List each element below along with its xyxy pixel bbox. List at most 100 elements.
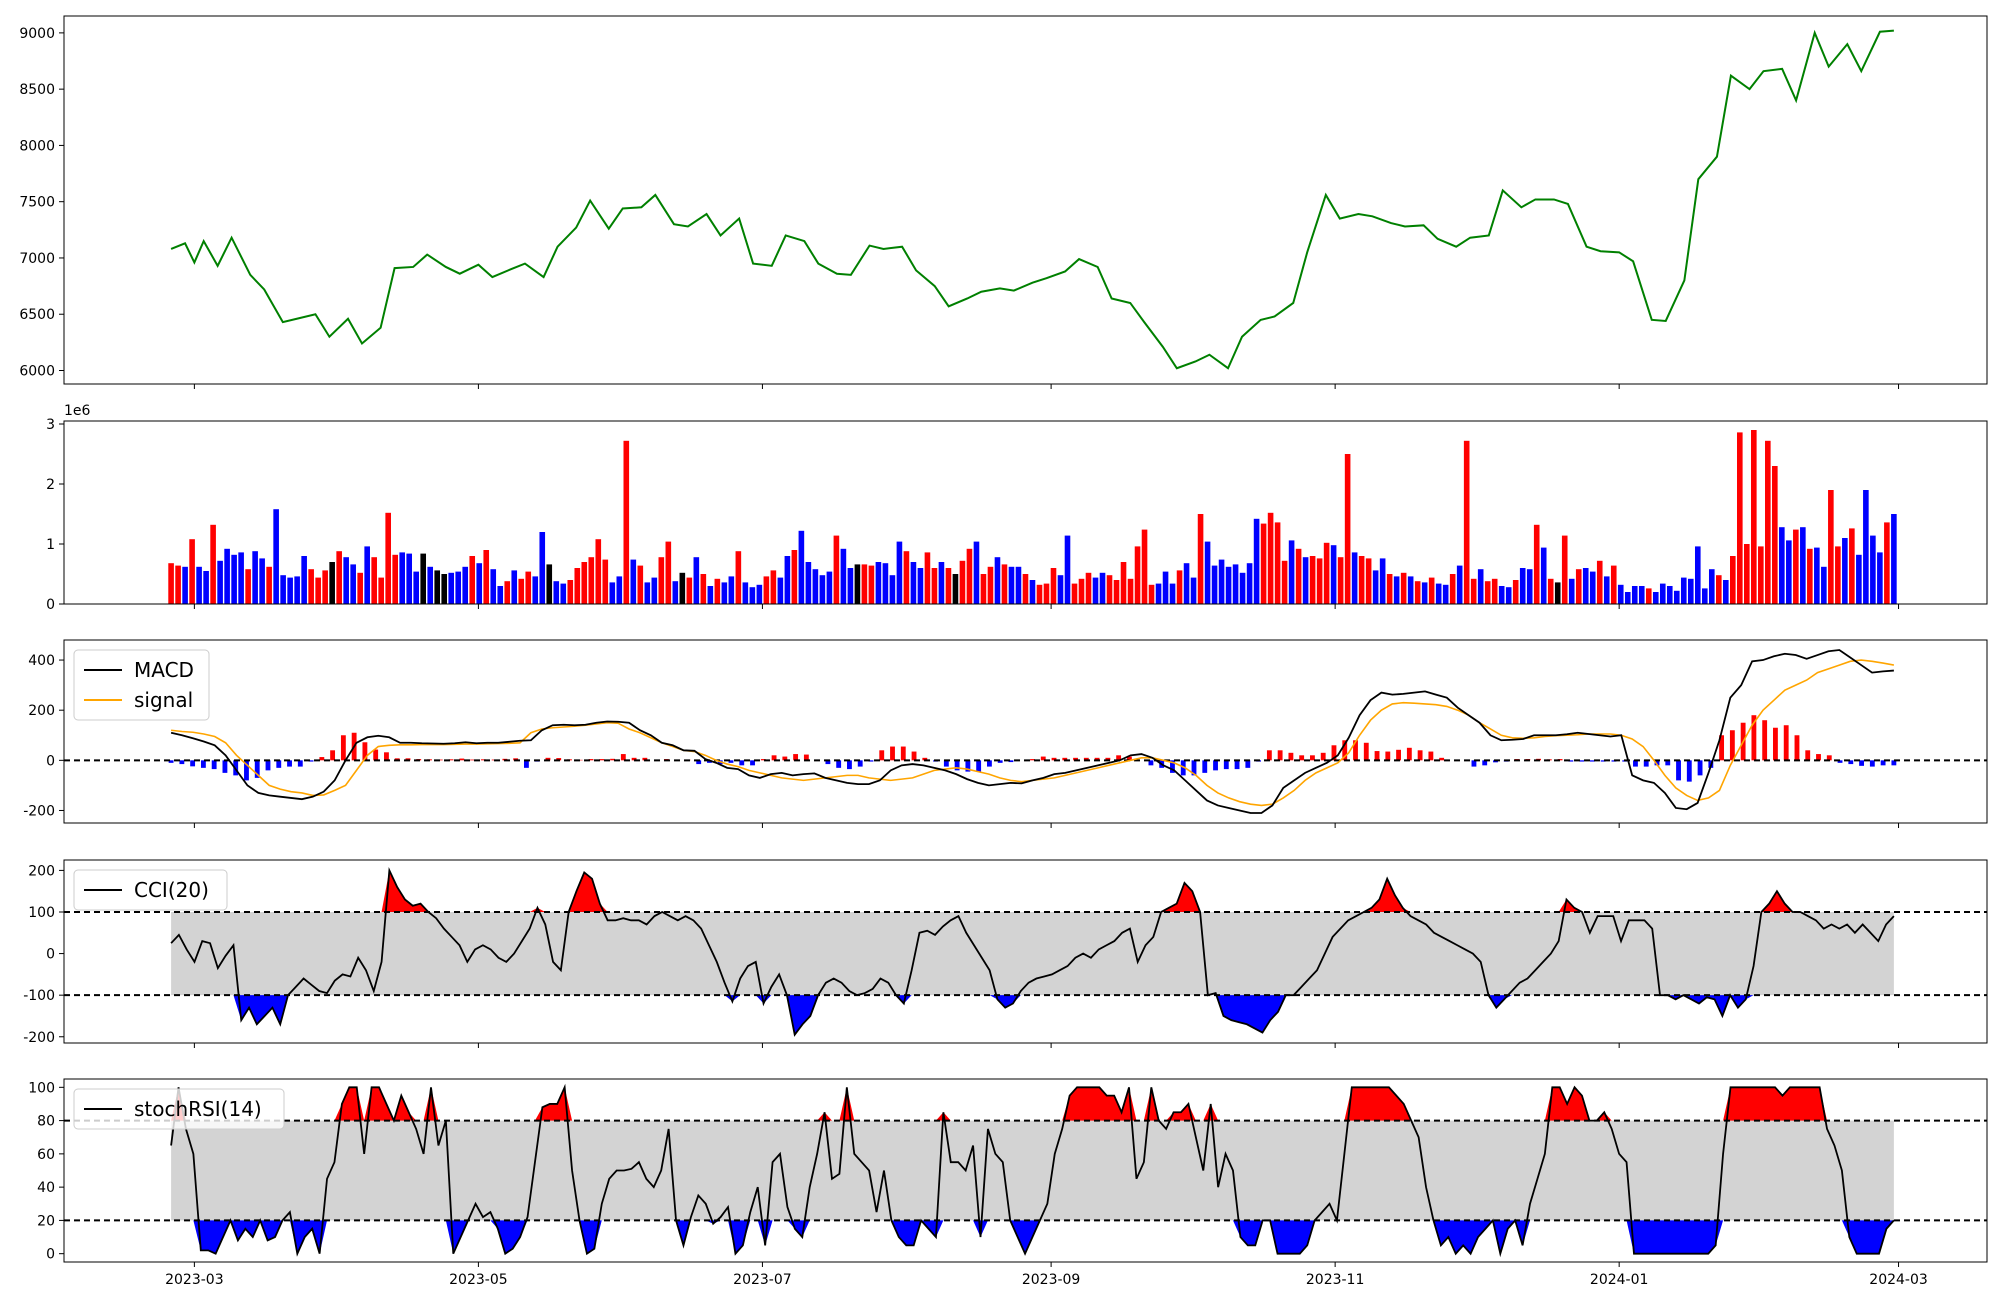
macd-histogram-bar bbox=[297, 760, 303, 767]
volume-bar bbox=[1246, 563, 1253, 604]
macd-ytick-label: 400 bbox=[28, 653, 55, 669]
cci-line bbox=[170, 866, 1895, 1037]
macd-histogram-bar bbox=[190, 760, 196, 767]
volume-bar bbox=[889, 575, 896, 604]
volume-frame bbox=[63, 420, 1988, 605]
macd-histogram-bar bbox=[308, 760, 314, 762]
macd-histogram-bar bbox=[1073, 757, 1078, 761]
volume-bar bbox=[1176, 570, 1183, 604]
volume-bar bbox=[1533, 524, 1540, 604]
macd-histogram-bar bbox=[1363, 742, 1369, 761]
macd-histogram-bar bbox=[1191, 760, 1197, 776]
volume-bar bbox=[973, 541, 980, 604]
volume-bar bbox=[1162, 571, 1169, 604]
macd-histogram-bar bbox=[739, 760, 745, 766]
volume-bar bbox=[1414, 581, 1421, 604]
macd-histogram-bar bbox=[1320, 752, 1326, 761]
macd-histogram-bar bbox=[1288, 752, 1294, 761]
volume-bar bbox=[1309, 556, 1316, 604]
macd-histogram-bar bbox=[200, 760, 206, 768]
macd-histogram-bar bbox=[642, 757, 648, 761]
macd-histogram-bar bbox=[760, 759, 766, 761]
volume-bar bbox=[581, 562, 588, 604]
macd-histogram-bar bbox=[1331, 745, 1337, 761]
volume-bar bbox=[1134, 546, 1141, 604]
volume-bar bbox=[1029, 580, 1036, 604]
macd-histogram-bar bbox=[620, 754, 626, 761]
volume-bar bbox=[252, 551, 258, 604]
volume-bar bbox=[1190, 577, 1197, 604]
volume-bar bbox=[294, 576, 300, 604]
volume-bar bbox=[1253, 518, 1260, 604]
volume-bar bbox=[819, 575, 826, 604]
volume-bar bbox=[1547, 578, 1554, 604]
volume-bar bbox=[1884, 522, 1890, 604]
price-ytick-label: 6000 bbox=[19, 363, 55, 379]
macd-histogram-bar bbox=[1611, 760, 1617, 762]
stochrsi-ytick-label: 60 bbox=[37, 1147, 55, 1163]
macd-histogram-bar bbox=[825, 760, 831, 765]
macd-histogram-bar bbox=[1471, 760, 1477, 767]
macd-histogram-bar bbox=[1245, 760, 1251, 768]
volume-bar bbox=[1330, 545, 1337, 604]
macd-histogram-bar bbox=[513, 758, 519, 761]
volume-bar bbox=[504, 581, 511, 604]
macd-histogram-bar bbox=[394, 758, 400, 761]
volume-bar bbox=[1624, 592, 1631, 604]
volume-bar bbox=[693, 557, 700, 604]
volume-bar bbox=[1113, 580, 1120, 604]
macd-histogram-bar bbox=[782, 756, 788, 761]
macd-histogram-bar bbox=[1126, 756, 1132, 761]
stochrsi-overbought-fill bbox=[171, 1087, 1894, 1121]
macd-histogram-bar bbox=[890, 746, 895, 761]
legend-label: MACD bbox=[134, 658, 194, 682]
volume-bar bbox=[903, 551, 910, 604]
macd-histogram-bar bbox=[1783, 725, 1789, 761]
macd-histogram-bar bbox=[405, 758, 411, 761]
macd-histogram-bar bbox=[1826, 755, 1832, 761]
volume-bar bbox=[1722, 580, 1729, 604]
macd-histogram-bar bbox=[997, 760, 1003, 763]
macd-ytick-label: -200 bbox=[23, 803, 55, 819]
volume-bar bbox=[1666, 586, 1673, 604]
macd-frame bbox=[63, 639, 1988, 824]
macd-histogram-bar bbox=[1083, 757, 1089, 761]
volume-bar bbox=[315, 577, 321, 604]
volume-bar bbox=[679, 572, 686, 604]
macd-histogram-bar bbox=[588, 759, 594, 761]
volume-bar bbox=[1708, 569, 1715, 604]
volume-bar bbox=[1260, 523, 1267, 604]
macd-histogram-bar bbox=[1837, 760, 1843, 763]
volume-bar bbox=[770, 570, 777, 604]
volume-bar bbox=[931, 568, 938, 604]
volume-bar bbox=[1050, 568, 1057, 604]
macd-histogram-bar bbox=[1062, 757, 1068, 761]
macd-ytick-label: 0 bbox=[46, 753, 55, 769]
volume-bar bbox=[980, 574, 987, 604]
volume-bar bbox=[497, 586, 504, 604]
macd-histogram-bar bbox=[1654, 760, 1660, 766]
volume-bar bbox=[1442, 584, 1449, 604]
macd-histogram-bar bbox=[276, 760, 282, 768]
volume-bar bbox=[1856, 554, 1862, 604]
macd-histogram-bar bbox=[1428, 751, 1434, 761]
volume-bar bbox=[413, 571, 420, 604]
macd-histogram-bar bbox=[1762, 720, 1768, 761]
price-line bbox=[170, 29, 1894, 370]
volume-bar bbox=[1064, 535, 1071, 604]
volume-bar bbox=[217, 560, 223, 604]
macd-histogram-bar bbox=[222, 760, 228, 773]
macd-histogram-bar bbox=[1266, 750, 1272, 761]
stochrsi-frame bbox=[63, 1078, 1988, 1263]
volume-bar bbox=[1449, 574, 1456, 604]
macd-histogram-bar bbox=[179, 760, 185, 765]
macd-histogram-bar bbox=[986, 760, 992, 767]
volume-bar bbox=[1659, 583, 1666, 604]
macd-histogram-bar bbox=[696, 760, 702, 765]
volume-bar bbox=[1596, 560, 1603, 604]
macd-histogram-bar bbox=[1040, 756, 1046, 761]
macd-histogram-bar bbox=[1751, 715, 1757, 761]
volume-bar bbox=[1183, 563, 1190, 604]
volume-bar bbox=[1835, 546, 1841, 604]
